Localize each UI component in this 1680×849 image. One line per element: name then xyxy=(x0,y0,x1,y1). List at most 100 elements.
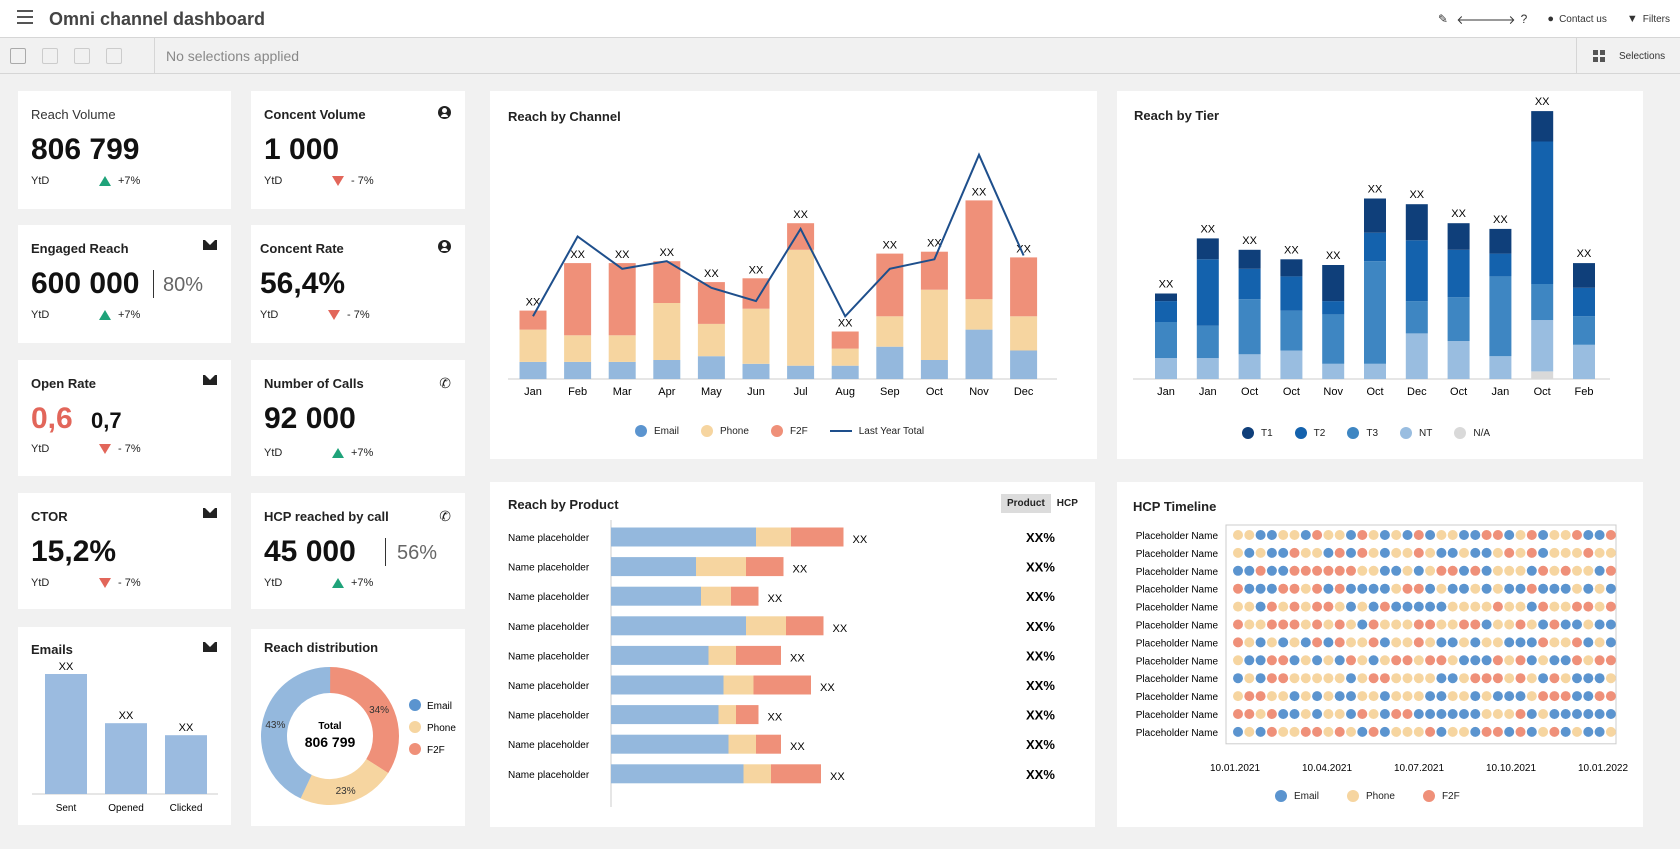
legend-item-t2[interactable]: T2 xyxy=(1294,427,1325,439)
tier-bar-segment-t1 xyxy=(1364,198,1386,233)
toggle-hcp[interactable]: HCP xyxy=(1056,498,1078,509)
kpi-ctor[interactable]: CTOR 15,2% YtD - 7% xyxy=(18,493,231,609)
timeline-dot xyxy=(1459,655,1469,666)
timeline-dot xyxy=(1255,547,1266,558)
kpi-period: YtD xyxy=(264,577,283,589)
filters-button[interactable]: ▼ Filters xyxy=(1617,13,1680,25)
kpi-concent-volume[interactable]: Concent Volume 1 000 YtD - 7% xyxy=(251,91,465,209)
legend-item-nt[interactable]: NT xyxy=(1400,427,1432,439)
emails-bar xyxy=(45,674,87,794)
hcp-timeline-card[interactable]: HCP Timeline Placeholder Name Placeholder… xyxy=(1117,482,1643,827)
kpi-engaged-reach[interactable]: Engaged Reach 600 000 80% YtD +7% xyxy=(18,225,231,343)
kpi-reach-volume[interactable]: Reach Volume 806 799 YtD +7% xyxy=(18,91,231,209)
legend-item-f2f[interactable]: F2F xyxy=(770,425,808,437)
timeline-dot xyxy=(1560,601,1571,612)
kpi-number-of-calls[interactable]: Number of Calls ✆ 92 000 YtD +7% xyxy=(251,360,465,476)
timeline-dot xyxy=(1572,637,1582,648)
timeline-dot xyxy=(1300,709,1311,719)
step-forward-icon[interactable] xyxy=(74,48,90,64)
timeline-dot xyxy=(1549,637,1560,648)
timeline-dot xyxy=(1447,673,1458,684)
timeline-dot xyxy=(1233,601,1243,612)
kpi-title: Concent Rate xyxy=(260,241,344,256)
timeline-dot xyxy=(1402,726,1413,737)
reach-by-channel-card[interactable]: Reach by Channel XX Jan XX Feb XX Mar XX Apr XX M… xyxy=(490,91,1097,459)
legend-label: F2F xyxy=(789,425,808,437)
timeline-dot xyxy=(1481,691,1492,702)
legend-item-phone[interactable]: Phone xyxy=(1347,790,1395,802)
reach-by-product-card[interactable]: Reach by Product Product HCP Name placeh… xyxy=(490,482,1095,827)
step-back-icon[interactable] xyxy=(42,48,58,64)
tier-bar-segment-t3 xyxy=(1196,325,1219,359)
forward-arrow-icon[interactable]: 🡒 xyxy=(1483,12,1516,27)
toggle-product[interactable]: Product xyxy=(1001,494,1051,513)
timeline-dot xyxy=(1436,726,1447,737)
timeline-dot xyxy=(1436,619,1447,630)
legend-item-last-year[interactable]: Last Year Total xyxy=(829,426,924,437)
timeline-dot xyxy=(1312,637,1323,648)
legend-item-email[interactable]: Email xyxy=(635,425,679,437)
timeline-row-label: Placeholder Name xyxy=(1136,674,1219,685)
channel-bar-segment-phone xyxy=(697,323,725,357)
selection-tools xyxy=(0,38,155,74)
timeline-dot xyxy=(1515,655,1526,666)
timeline-dot xyxy=(1481,530,1492,540)
timeline-dot xyxy=(1425,726,1436,737)
t3-swatch xyxy=(1347,427,1360,439)
trend-down-icon xyxy=(99,444,111,454)
reach-by-product-chart: Name placeholder XX XX% Name placeholder XX X… xyxy=(508,520,1055,807)
clear-selections-icon[interactable] xyxy=(106,48,122,64)
kpi-concent-rate[interactable]: Concent Rate 56,4% YtD - 7% xyxy=(251,225,465,343)
timeline-dot xyxy=(1504,601,1515,612)
kpi-open-rate[interactable]: Open Rate 0,6 0,7 YtD - 7% xyxy=(18,360,231,476)
timeline-dot xyxy=(1334,547,1345,558)
tier-bar-segment-t3 xyxy=(1322,314,1345,364)
tier-bar-segment-t2 xyxy=(1280,276,1303,311)
line-swatch xyxy=(829,430,852,432)
tier-bar-segment-t3 xyxy=(1364,261,1386,364)
phone-swatch xyxy=(701,425,714,437)
emails-chart-card[interactable]: Emails XX Sent XX Opened XX Clicked xyxy=(18,627,231,825)
channel-bar-label: XX xyxy=(793,209,808,221)
legend-item-email[interactable]: Email xyxy=(1275,790,1319,802)
channel-bar-segment-email xyxy=(1010,350,1038,379)
channel-bar-segment-f2f xyxy=(876,253,904,317)
donut-center-value: 806 799 xyxy=(305,734,356,750)
tier-bar-label: XX xyxy=(1284,244,1299,256)
timeline-dot xyxy=(1357,709,1368,719)
kpi-hcp-reached-by-call[interactable]: HCP reached by call ✆ 45 000 56% YtD +7% xyxy=(251,493,465,609)
back-arrow-icon[interactable]: 🡐 xyxy=(1456,12,1489,27)
selections-button[interactable]: Selections xyxy=(1576,38,1680,74)
timeline-dot xyxy=(1492,691,1503,702)
product-percent-label: XX% xyxy=(1026,589,1055,604)
edit-icon[interactable]: ✎ xyxy=(1437,12,1448,26)
hcp-timeline-chart: Placeholder Name Placeholder Name Placehol… xyxy=(1136,524,1628,774)
tier-x-tick: Jan xyxy=(1492,386,1510,398)
timeline-dot xyxy=(1391,601,1402,612)
legend-item-phone[interactable]: Phone xyxy=(701,425,749,437)
reach-distribution-card[interactable]: Reach distribution 34% 23% 43% Total 806 799… xyxy=(251,629,465,826)
kpi-trend-value: +7% xyxy=(351,447,374,459)
legend-item-f2f[interactable]: F2F xyxy=(1422,790,1460,802)
timeline-dot xyxy=(1447,583,1458,594)
timeline-dot xyxy=(1266,655,1277,666)
contact-us-button[interactable]: ● Contact us xyxy=(1537,13,1616,25)
reach-by-tier-card[interactable]: Reach by Tier XX Jan XX Jan XX Oct XX Oct XX Nov X… xyxy=(1117,91,1643,459)
tier-bar-segment-t2 xyxy=(1238,268,1261,300)
help-button[interactable]: ? xyxy=(1520,12,1528,26)
tier-bar-label: XX xyxy=(1451,208,1466,220)
timeline-dot xyxy=(1244,709,1255,719)
legend-item-t3[interactable]: T3 xyxy=(1347,427,1378,439)
tier-bar-label: XX xyxy=(1535,96,1550,108)
channel-bar-segment-f2f xyxy=(831,331,859,349)
hamburger-menu-icon[interactable] xyxy=(17,10,33,24)
kpi-title: HCP reached by call xyxy=(264,509,389,524)
timeline-dot xyxy=(1492,601,1503,612)
tier-title: Reach by Tier xyxy=(1134,108,1220,123)
kpi-value: 1 000 xyxy=(264,133,340,166)
kpi-trend-value: - 7% xyxy=(118,443,141,455)
legend-item-na[interactable]: N/A xyxy=(1454,427,1490,439)
legend-item-t1[interactable]: T1 xyxy=(1242,427,1273,439)
smart-search-icon[interactable] xyxy=(10,48,26,64)
channel-bar-segment-phone xyxy=(1010,316,1038,351)
